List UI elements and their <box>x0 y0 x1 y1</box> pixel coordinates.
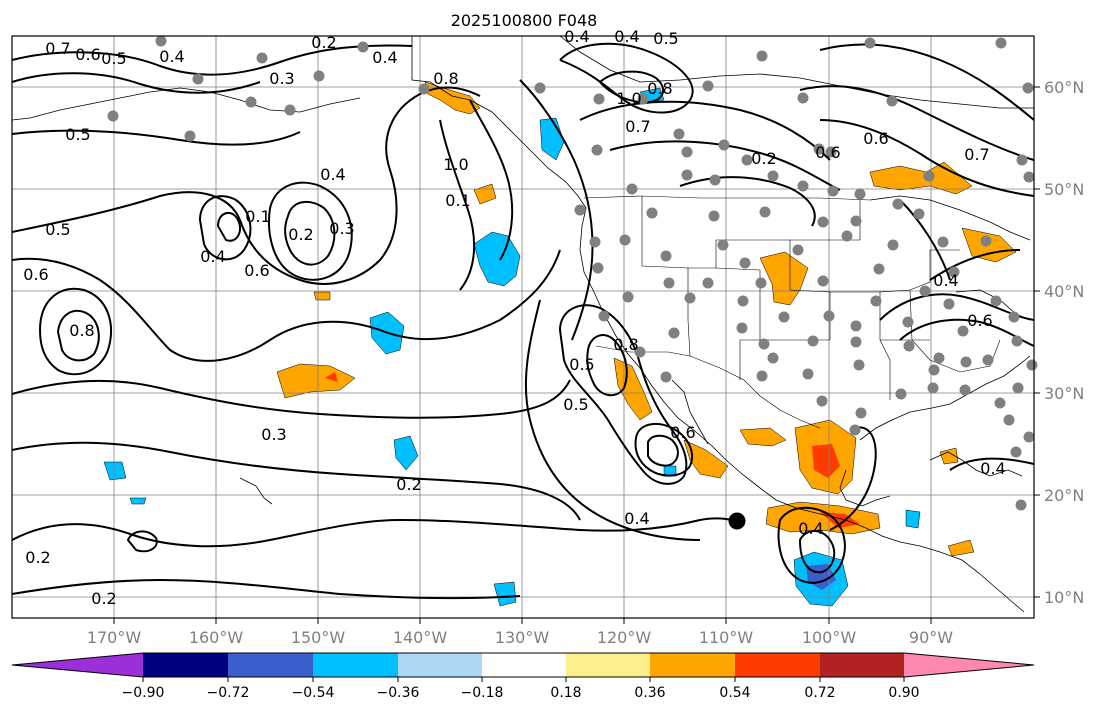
contours <box>11 42 1035 600</box>
colorbar-bin-2 <box>228 653 313 677</box>
lat-label-30n: 30°N <box>1044 384 1084 403</box>
lat-label-50n: 50°N <box>1044 180 1084 199</box>
coastlines <box>11 35 1034 613</box>
contour-label: 0.4 <box>159 47 184 66</box>
contour-label: 0.6 <box>244 261 269 280</box>
lat-label-60n: 60°N <box>1044 78 1084 97</box>
contour-label: 0.4 <box>320 165 345 184</box>
contour-label: 0.6 <box>23 265 48 284</box>
contour-label: 0.6 <box>670 423 695 442</box>
colorbar-bin-8 <box>735 653 820 677</box>
contour-label: 0.2 <box>288 225 313 244</box>
colorbar-tick-label: 0.18 <box>550 685 581 701</box>
map-title: 2025100800 F048 <box>451 11 598 30</box>
colorbar-bin-7 <box>650 653 735 677</box>
contour-label: 0.4 <box>200 247 225 266</box>
colorbar-tick-label: 0.36 <box>634 685 665 701</box>
contour-label: 0.5 <box>45 220 70 239</box>
colorbar-bin-3 <box>313 653 398 677</box>
map-panel: 0.7 0.6 0.5 0.4 0.2 0.4 0.4 0.4 0.5 0.8 … <box>11 27 1040 624</box>
colorbar-tick-label: −0.36 <box>377 685 420 701</box>
contour-label: 0.3 <box>329 219 354 238</box>
contour-label: 1.0 <box>616 89 641 108</box>
contour-label: 0.2 <box>25 548 50 567</box>
contour-label: 0.5 <box>569 355 594 374</box>
contour-label: 0.5 <box>101 49 126 68</box>
colorbar-bin-5 <box>482 653 566 677</box>
colorbar-tick-label: 0.54 <box>719 685 750 701</box>
contour-label: 0.7 <box>45 39 70 58</box>
contour-label: 0.1 <box>245 207 270 226</box>
contour-label: 0.5 <box>653 29 678 48</box>
contour-label: 0.8 <box>647 79 672 98</box>
contour-label: 0.4 <box>624 509 649 528</box>
contour-label: 0.7 <box>625 117 650 136</box>
contour-label: 0.2 <box>396 475 421 494</box>
contour-label: 0.2 <box>311 33 336 52</box>
contour-label: 0.6 <box>815 143 840 162</box>
lon-label-160w: 160°W <box>189 628 244 647</box>
contour-labels: 0.7 0.6 0.5 0.4 0.2 0.4 0.4 0.4 0.5 0.8 … <box>23 27 1005 608</box>
tropical-cyclone-marker <box>728 512 746 530</box>
colorbar-tick-label: −0.54 <box>292 685 335 701</box>
contour-label: 0.6 <box>967 311 992 330</box>
lon-label-120w: 120°W <box>597 628 652 647</box>
colorbar-bin-9 <box>820 653 904 677</box>
contour-label: 0.4 <box>372 48 397 67</box>
colorbar-extend-low <box>12 653 143 677</box>
lat-label-20n: 20°N <box>1044 486 1084 505</box>
contour-label: 1.0 <box>443 155 468 174</box>
contour-label: 0.2 <box>91 589 116 608</box>
contour-label: 0.1 <box>445 191 470 210</box>
contour-label: 0.4 <box>933 271 958 290</box>
colorbar-tick-label: −0.18 <box>461 685 504 701</box>
contour-label: 0.5 <box>563 395 588 414</box>
colorbar-bin-6 <box>566 653 650 677</box>
colorbar-bin-1 <box>143 653 228 677</box>
lon-label-140w: 140°W <box>393 628 448 647</box>
contour-label: 0.4 <box>798 519 823 538</box>
contour-label: 0.7 <box>964 145 989 164</box>
lon-label-170w: 170°W <box>87 628 142 647</box>
colorbar: −0.90 −0.72 −0.54 −0.36 −0.18 0.18 0.36 … <box>11 652 1035 701</box>
colorbar-bin-4 <box>398 653 482 677</box>
contour-label: 0.2 <box>751 149 776 168</box>
contour-label: 0.5 <box>65 125 90 144</box>
contour-label: 0.3 <box>269 69 294 88</box>
contour-label: 0.4 <box>980 459 1005 478</box>
lon-label-150w: 150°W <box>291 628 346 647</box>
lat-label-40n: 40°N <box>1044 282 1084 301</box>
lon-label-130w: 130°W <box>495 628 550 647</box>
contour-label: 0.6 <box>75 45 100 64</box>
contour-label: 0.8 <box>69 321 94 340</box>
colorbar-tick-label: 0.72 <box>804 685 835 701</box>
lon-label-90w: 90°W <box>909 628 953 647</box>
colorbar-tick-label: −0.90 <box>122 685 165 701</box>
latitude-labels: 60°N 50°N 40°N 30°N 20°N 10°N <box>1044 78 1084 607</box>
contour-label: 0.3 <box>261 425 286 444</box>
colorbar-tick-label: 0.90 <box>888 685 919 701</box>
political-borders <box>583 195 1001 429</box>
colorbar-extend-high <box>904 653 1034 677</box>
colorbar-tick-label: −0.72 <box>207 685 250 701</box>
contour-label: 0.8 <box>613 335 638 354</box>
axis-ticks <box>113 86 1040 624</box>
contour-label: 0.6 <box>863 129 888 148</box>
lat-label-10n: 10°N <box>1044 588 1084 607</box>
lon-label-110w: 110°W <box>699 628 754 647</box>
lon-label-100w: 100°W <box>802 628 857 647</box>
station-markers <box>107 35 1038 511</box>
contour-label: 0.8 <box>433 69 458 88</box>
longitude-labels: 170°W 160°W 150°W 140°W 130°W 120°W 110°… <box>87 628 953 647</box>
